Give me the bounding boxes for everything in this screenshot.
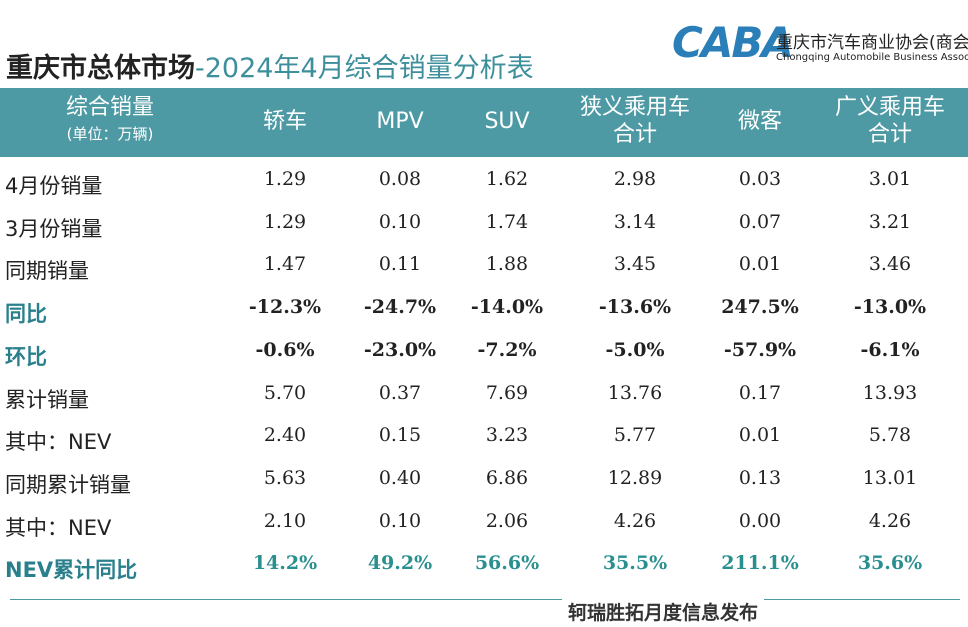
cell-value: 2.98 [613,168,657,190]
header-line: 轿车 [262,109,308,134]
cell-value: 1.47 [263,253,307,276]
cell-value: -23.0% [363,338,437,361]
cell-value: 0.07 [738,210,782,233]
cell-value: -0.6% [255,338,315,361]
cell-value: 6.86 [485,466,529,489]
cell-value: 5.63 [263,466,307,489]
row-label: 同期销量 [5,259,89,284]
cell-value: 3.21 [868,210,912,233]
cell-value: 0.00 [738,509,782,532]
cell-value: 14.2% [252,552,318,575]
header-line: 微客 [737,109,783,134]
row-label: 其中：NEV [5,430,112,455]
cell-value: 13.76 [607,381,663,404]
cell-value: 0.01 [738,253,782,276]
cell-value: 4.26 [613,509,657,532]
title: 重庆市总体市场-2024年4月综合销量分析表 [6,46,534,85]
header-line: SUV [484,109,530,134]
cell-value: 0.03 [738,168,782,190]
cell-value: 4.26 [868,509,912,532]
cell-value: -12.3% [248,296,322,319]
cell-value: 35.5% [602,552,668,575]
header-line: 合计 [612,122,658,147]
title-main: 重庆市总体市场 [6,53,195,84]
row-label: 累计销量 [5,387,89,412]
cell-value: -24.7% [363,296,437,319]
cell-value: 3.46 [868,253,912,276]
row-label: 4月份销量 [5,174,103,198]
logo-name: 重庆市汽车商业协会(商会) [776,33,968,53]
cell-value: 0.01 [738,424,782,447]
cell-value: 0.08 [378,168,422,190]
cell-value: 1.74 [485,210,529,233]
cell-value: -13.0% [853,296,927,319]
column-header: SUV [484,108,529,135]
header-line: (单位：万辆) [66,125,154,143]
row-label: 3月份销量 [5,216,103,241]
header-line: 合计 [867,122,913,147]
cell-value: 3.45 [613,253,657,276]
cell-value: 13.01 [862,466,918,489]
row-label: 同比 [5,302,47,327]
row-label: 其中：NEV [5,515,112,540]
column-header: 狭义乘用车 合计 [580,94,690,148]
cell-value: 247.5% [721,296,799,319]
header-line: MPV [376,109,424,134]
cell-value: 5.70 [263,381,307,404]
cell-value: 5.77 [613,424,657,447]
cell-value: 0.15 [378,424,422,447]
header-line: 综合销量 [65,95,155,120]
cell-value: 0.10 [378,509,422,532]
cell-value: 35.6% [857,552,923,575]
cell-value: 0.13 [738,466,782,489]
cell-value: 3.01 [868,168,912,190]
cell-value: 0.11 [378,253,422,276]
title-sub: -2024年4月综合销量分析表 [195,53,534,84]
row-label: 环比 [5,344,47,369]
cell-value: -14.0% [470,296,544,319]
column-header: MPV [376,108,423,135]
cell-value: -6.1% [860,338,920,361]
cell-value: 0.40 [378,466,422,489]
header-line: 狭义乘用车 [579,95,691,120]
cell-value: 12.89 [607,466,663,489]
cell-value: 3.23 [485,424,529,447]
cell-value: 1.88 [485,253,529,276]
cell-value: 0.37 [378,381,422,404]
footer-text: 轲瑞胜拓月度信息发布 [562,598,765,625]
cell-value: 3.14 [613,210,657,233]
cell-value: 7.69 [485,381,529,404]
cell-value: 1.29 [263,210,307,233]
column-header: 微客 [738,108,782,135]
cell-value: 49.2% [367,552,433,575]
cell-value: 2.10 [263,509,307,532]
cell-value: 2.40 [263,424,307,447]
column-header: 综合销量 (单位：万辆) [66,94,154,148]
cell-value: -7.2% [477,338,537,361]
row-label: NEV累计同比 [5,558,138,583]
cell-value: 1.62 [485,168,529,190]
cell-value: 1.29 [263,168,307,190]
footer-rule [10,599,960,600]
cell-value: 56.6% [474,552,540,575]
logo-en: Chongqing Automobile Business Associatio… [776,52,968,63]
cell-value: -13.6% [598,296,672,319]
cell-value: 0.17 [738,381,782,404]
header-line: 广义乘用车 [834,95,946,120]
header-band [0,88,968,157]
cell-value: 0.10 [378,210,422,233]
column-header: 广义乘用车 合计 [835,94,945,148]
logo-mark: CABA [672,18,794,67]
row-label: 同期累计销量 [5,472,131,497]
column-header: 轿车 [263,108,307,135]
cell-value: -5.0% [605,338,665,361]
cell-value: 5.78 [868,424,912,447]
cell-value: -57.9% [723,338,797,361]
cell-value: 2.06 [485,509,529,532]
cell-value: 13.93 [862,381,918,404]
cell-value: 211.1% [721,552,799,575]
